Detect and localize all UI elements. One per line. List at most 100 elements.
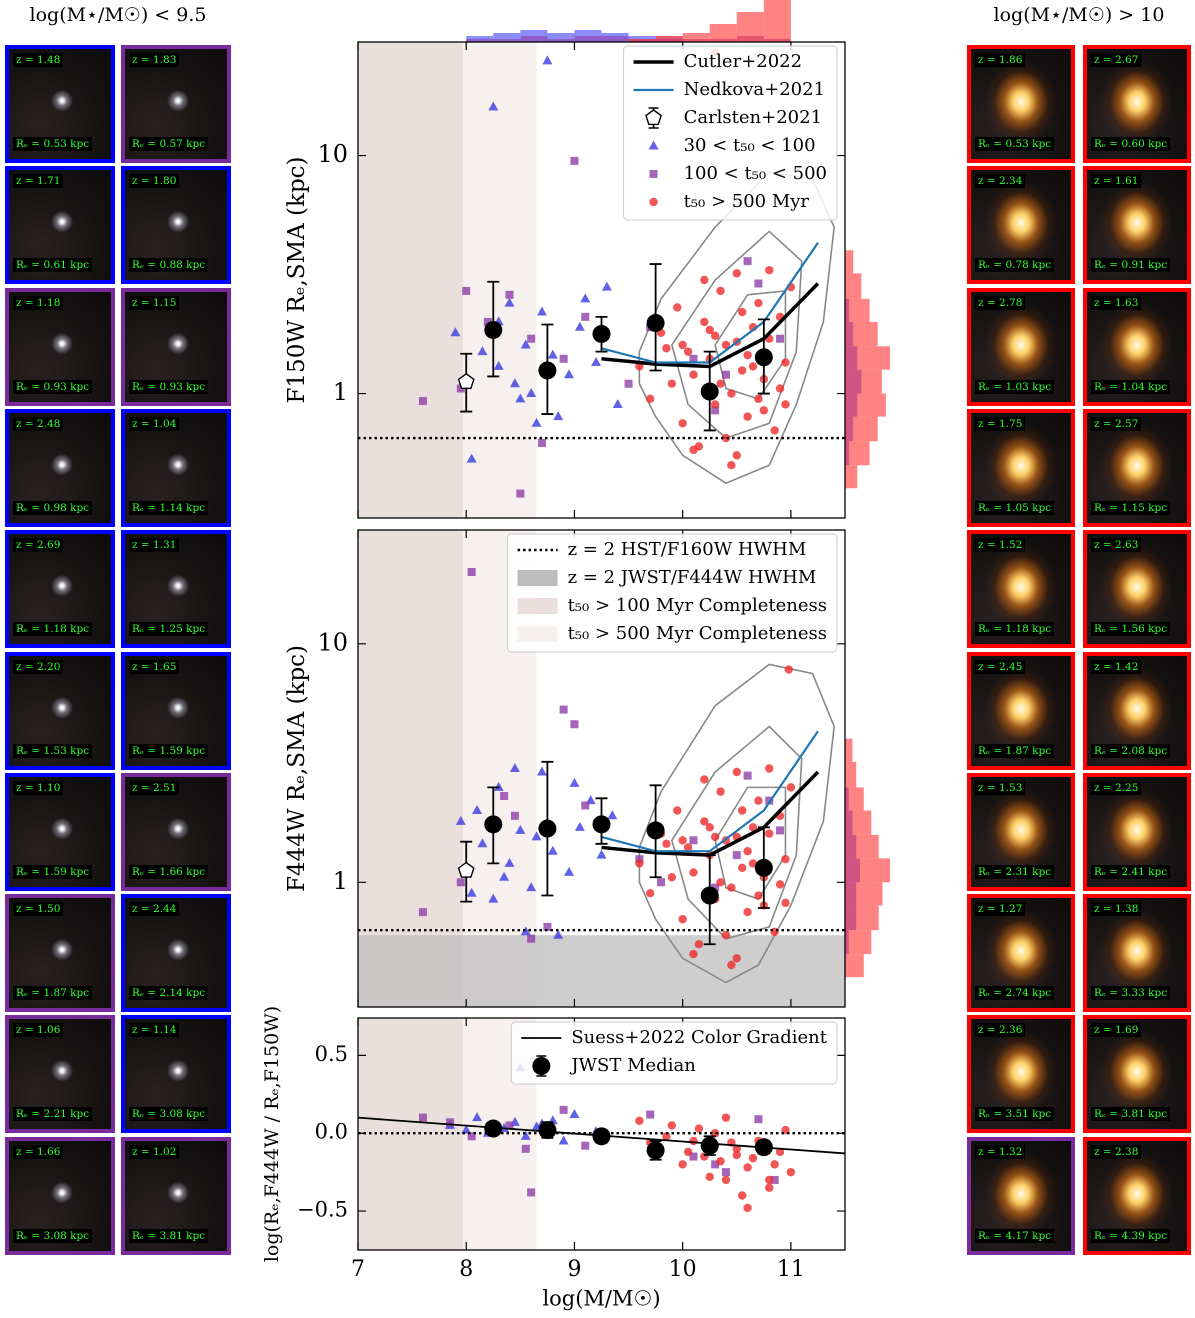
marker — [732, 451, 741, 460]
marker — [721, 340, 731, 350]
marker — [743, 907, 752, 917]
marker — [700, 775, 709, 784]
marker — [737, 307, 747, 317]
marker — [678, 340, 687, 350]
marker — [657, 878, 666, 887]
galaxy-cutout: z = 2.45 Rₑ = 1.87 kpc — [967, 651, 1075, 770]
legend-box — [623, 45, 838, 221]
galaxy-cutout: z = 1.52 Rₑ = 1.18 kpc — [967, 530, 1075, 649]
marker — [531, 417, 542, 427]
size-histogram-bar — [845, 441, 870, 466]
marker — [570, 156, 579, 165]
galaxy-cutout: z = 1.14 Rₑ = 3.08 kpc — [121, 1015, 231, 1134]
galaxy-cutout: z = 2.20 Rₑ = 1.53 kpc — [5, 651, 115, 770]
marker — [765, 1183, 774, 1192]
redshift-label: z = 1.65 — [129, 659, 180, 674]
galaxy-cutout: z = 1.50 Rₑ = 1.87 kpc — [5, 894, 115, 1013]
marker — [457, 372, 475, 390]
marker — [705, 325, 714, 335]
marker — [770, 1175, 779, 1184]
marker — [646, 1110, 655, 1119]
marker — [569, 777, 580, 787]
marker — [716, 787, 725, 796]
redshift-label: z = 1.06 — [13, 1023, 64, 1038]
marker — [542, 55, 553, 65]
size-histogram-bar — [845, 882, 883, 906]
radius-label: Rₑ = 4.17 kpc — [975, 1228, 1055, 1243]
redshift-label: z = 1.66 — [13, 1144, 64, 1159]
marker — [601, 281, 612, 291]
marker — [536, 306, 547, 316]
marker — [500, 792, 509, 801]
galaxy-cutout: z = 1.61 Rₑ = 0.91 kpc — [1083, 166, 1191, 285]
radius-label: Rₑ = 0.53 kpc — [13, 137, 93, 151]
marker — [689, 354, 698, 363]
marker — [689, 868, 698, 877]
marker — [509, 378, 520, 388]
marker — [504, 297, 515, 307]
marker — [649, 170, 658, 178]
radius-label: Rₑ = 3.08 kpc — [13, 1228, 93, 1243]
radius-label: Rₑ = 3.51 kpc — [975, 1107, 1055, 1122]
marker — [484, 320, 503, 339]
radius-label: Rₑ = 1.87 kpc — [975, 743, 1055, 758]
radius-label: Rₑ = 3.81 kpc — [1091, 1107, 1171, 1122]
marker — [737, 863, 747, 873]
marker — [645, 109, 662, 126]
galaxy-cutout: z = 1.69 Rₑ = 3.81 kpc — [1083, 1015, 1191, 1134]
marker — [737, 806, 747, 815]
galaxy-cutout: z = 1.75 Rₑ = 1.05 kpc — [967, 408, 1075, 527]
radius-label: Rₑ = 2.08 kpc — [1091, 743, 1171, 758]
marker — [516, 489, 525, 498]
x-tick-label: 7 — [351, 1257, 365, 1282]
marker — [596, 849, 607, 859]
marker — [456, 878, 465, 887]
radius-label: Rₑ = 3.81 kpc — [129, 1228, 209, 1243]
redshift-label: z = 1.63 — [1091, 295, 1142, 310]
marker — [786, 783, 796, 792]
marker — [520, 926, 531, 936]
marker — [689, 1152, 698, 1161]
marker — [781, 400, 790, 409]
marker — [592, 1127, 611, 1146]
marker — [574, 821, 585, 831]
mass-histogram-bar — [493, 39, 521, 42]
marker — [418, 397, 427, 406]
marker — [721, 1175, 731, 1185]
legend: Suess+2022 Color Gradient JWST Median — [510, 1021, 838, 1085]
legend-label: z = 2 HST/F160W HWHM — [568, 539, 807, 560]
marker — [538, 361, 557, 380]
marker — [754, 279, 763, 288]
radius-label: Rₑ = 1.03 kpc — [975, 379, 1055, 394]
galaxy-cutout: z = 2.25 Rₑ = 2.41 kpc — [1083, 772, 1191, 891]
completeness-region — [358, 530, 463, 1007]
radius-label: Rₑ = 2.41 kpc — [1091, 864, 1171, 879]
redshift-label: z = 2.78 — [975, 295, 1026, 310]
gallery-title: log(M⋆/M☉) > 10 — [993, 4, 1165, 26]
marker — [559, 354, 568, 363]
marker — [683, 347, 693, 356]
radius-label: Rₑ = 1.53 kpc — [13, 743, 93, 758]
legend-swatch — [517, 598, 558, 614]
legend-label: Carlsten+2021 — [684, 107, 822, 128]
marker — [527, 334, 536, 343]
y-tick-label: 10 — [317, 140, 348, 168]
redshift-label: z = 2.67 — [1091, 53, 1142, 67]
marker — [467, 567, 476, 576]
marker — [553, 929, 564, 939]
marker — [477, 346, 488, 356]
radius-label: Rₑ = 1.59 kpc — [13, 864, 93, 879]
legend: Cutler+2022 Nedkova+2021 Carlsten+2021 30 <… — [623, 45, 838, 221]
marker — [488, 893, 499, 903]
galaxy-cutout: z = 1.63 Rₑ = 1.04 kpc — [1083, 287, 1191, 406]
galaxy-cutout: z = 2.38 Rₑ = 4.39 kpc — [1083, 1136, 1191, 1255]
y-tick-label: −0.5 — [297, 1198, 348, 1222]
size-histogram-bar — [845, 298, 870, 322]
redshift-label: z = 2.63 — [1091, 538, 1142, 553]
radius-label: Rₑ = 4.39 kpc — [1091, 1228, 1171, 1243]
galaxy-cutout: z = 1.27 Rₑ = 2.74 kpc — [967, 894, 1075, 1013]
marker — [727, 960, 736, 970]
redshift-label: z = 2.38 — [1091, 1144, 1142, 1159]
marker — [526, 388, 537, 398]
marker — [781, 854, 790, 864]
